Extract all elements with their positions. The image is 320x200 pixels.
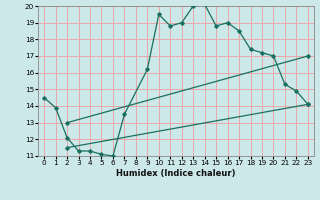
X-axis label: Humidex (Indice chaleur): Humidex (Indice chaleur) [116,169,236,178]
